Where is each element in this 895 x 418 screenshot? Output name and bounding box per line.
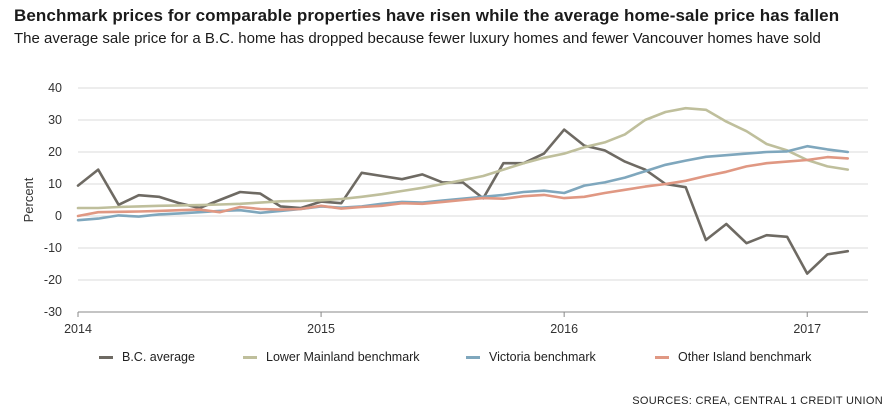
series-line-3	[76, 155, 850, 218]
y-tick-label: -20	[44, 273, 62, 287]
y-tick-label: -30	[44, 305, 62, 319]
legend-swatch	[99, 355, 113, 359]
y-tick-label: 30	[48, 113, 62, 127]
series-line-0	[76, 128, 850, 275]
legend-label: Lower Mainland benchmark	[266, 350, 420, 364]
legend-item-lower-mainland: Lower Mainland benchmark	[243, 350, 420, 364]
y-tick-label: 20	[48, 145, 62, 159]
y-tick-label: 10	[48, 177, 62, 191]
y-tick-label: -10	[44, 241, 62, 255]
y-axis-label: Percent	[21, 177, 36, 222]
x-tick-label: 2015	[307, 322, 335, 336]
legend-label: B.C. average	[122, 350, 195, 364]
legend-label: Victoria benchmark	[489, 350, 596, 364]
legend-label: Other Island benchmark	[678, 350, 812, 364]
y-tick-label: 40	[48, 81, 62, 95]
x-tick-label: 2014	[64, 322, 92, 336]
x-tick-label: 2017	[793, 322, 821, 336]
legend-swatch	[243, 355, 257, 359]
y-tick-label: 0	[55, 209, 62, 223]
legend-swatch	[655, 355, 669, 359]
chart-title: Benchmark prices for comparable properti…	[14, 6, 840, 25]
series-line-1	[76, 106, 850, 210]
legend-item-other-island: Other Island benchmark	[655, 350, 811, 364]
chart-legend: B.C. average Lower Mainland benchmark Vi…	[0, 350, 895, 370]
legend-item-bc-average: B.C. average	[99, 350, 195, 364]
x-tick-label: 2016	[550, 322, 578, 336]
source-note: SOURCES: CREA, CENTRAL 1 CREDIT UNION	[632, 395, 883, 407]
legend-item-victoria: Victoria benchmark	[466, 350, 596, 364]
legend-swatch	[466, 355, 480, 359]
chart-subtitle: The average sale price for a B.C. home h…	[14, 30, 821, 47]
